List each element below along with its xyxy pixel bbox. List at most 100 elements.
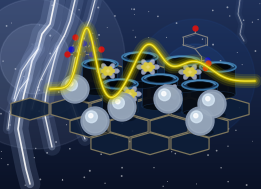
Circle shape (144, 63, 152, 71)
Circle shape (149, 68, 152, 71)
Point (194, 128, 198, 131)
Point (114, 136, 118, 139)
Point (131, 29, 135, 32)
Ellipse shape (171, 84, 177, 91)
Polygon shape (190, 81, 228, 103)
Ellipse shape (175, 90, 181, 94)
Point (36, 86, 40, 89)
Circle shape (164, 91, 167, 94)
Ellipse shape (205, 64, 231, 70)
Polygon shape (110, 81, 148, 103)
Polygon shape (131, 98, 169, 120)
Point (133, 36, 138, 39)
Point (0, 157, 3, 160)
Point (165, 180, 170, 183)
Ellipse shape (149, 59, 155, 66)
Point (82, 176, 86, 179)
Polygon shape (182, 85, 218, 113)
Circle shape (159, 89, 170, 101)
Point (215, 149, 219, 152)
Circle shape (186, 107, 214, 135)
Polygon shape (51, 98, 89, 120)
Ellipse shape (158, 90, 165, 94)
Circle shape (61, 75, 89, 103)
Circle shape (144, 68, 147, 71)
Point (162, 89, 166, 92)
Ellipse shape (182, 80, 218, 90)
Polygon shape (200, 67, 236, 95)
Circle shape (126, 95, 129, 98)
Point (245, 184, 249, 187)
Point (253, 50, 258, 53)
Circle shape (171, 88, 174, 91)
Polygon shape (150, 115, 188, 137)
Point (174, 22, 179, 25)
Point (226, 72, 230, 75)
Point (176, 68, 181, 71)
Circle shape (194, 114, 198, 118)
Point (142, 104, 146, 107)
Circle shape (0, 24, 70, 94)
Circle shape (66, 79, 77, 91)
Point (225, 6, 229, 9)
Circle shape (173, 91, 176, 94)
Point (88, 169, 92, 172)
Point (139, 63, 143, 66)
Ellipse shape (142, 74, 178, 84)
Polygon shape (131, 133, 169, 155)
Polygon shape (171, 133, 209, 155)
Point (132, 8, 136, 11)
Point (120, 122, 124, 125)
Circle shape (126, 90, 129, 93)
Point (94, 125, 99, 128)
Polygon shape (91, 63, 129, 85)
Ellipse shape (137, 64, 144, 70)
Point (82, 37, 86, 40)
Ellipse shape (101, 63, 107, 70)
Point (91, 32, 95, 35)
Point (76, 50, 80, 53)
Ellipse shape (83, 88, 117, 95)
Circle shape (166, 93, 169, 96)
Point (161, 185, 165, 188)
Point (212, 119, 216, 122)
Point (34, 147, 38, 150)
Point (120, 174, 124, 177)
Circle shape (168, 90, 172, 94)
Ellipse shape (163, 84, 169, 91)
Circle shape (191, 73, 194, 76)
Point (211, 9, 215, 12)
Point (251, 140, 255, 143)
Polygon shape (110, 115, 148, 137)
Ellipse shape (147, 76, 173, 82)
Circle shape (186, 68, 194, 76)
Polygon shape (190, 115, 228, 137)
Point (227, 127, 231, 130)
Point (211, 43, 215, 46)
Ellipse shape (200, 62, 236, 72)
Ellipse shape (141, 68, 147, 75)
Ellipse shape (82, 59, 118, 69)
Polygon shape (122, 57, 158, 85)
Point (234, 129, 238, 132)
Point (128, 140, 132, 143)
Point (165, 73, 169, 76)
Point (142, 72, 146, 75)
Circle shape (124, 92, 127, 95)
Point (135, 67, 139, 70)
Ellipse shape (109, 63, 115, 70)
Point (173, 152, 177, 155)
Circle shape (106, 69, 110, 73)
Circle shape (166, 88, 174, 96)
Circle shape (0, 0, 95, 119)
Circle shape (109, 67, 112, 70)
Ellipse shape (164, 56, 200, 66)
Circle shape (186, 68, 189, 71)
Ellipse shape (131, 95, 137, 102)
Point (250, 21, 254, 24)
Point (76, 80, 80, 83)
Point (110, 79, 114, 82)
Polygon shape (171, 98, 209, 120)
Circle shape (200, 92, 224, 116)
Ellipse shape (102, 79, 138, 89)
